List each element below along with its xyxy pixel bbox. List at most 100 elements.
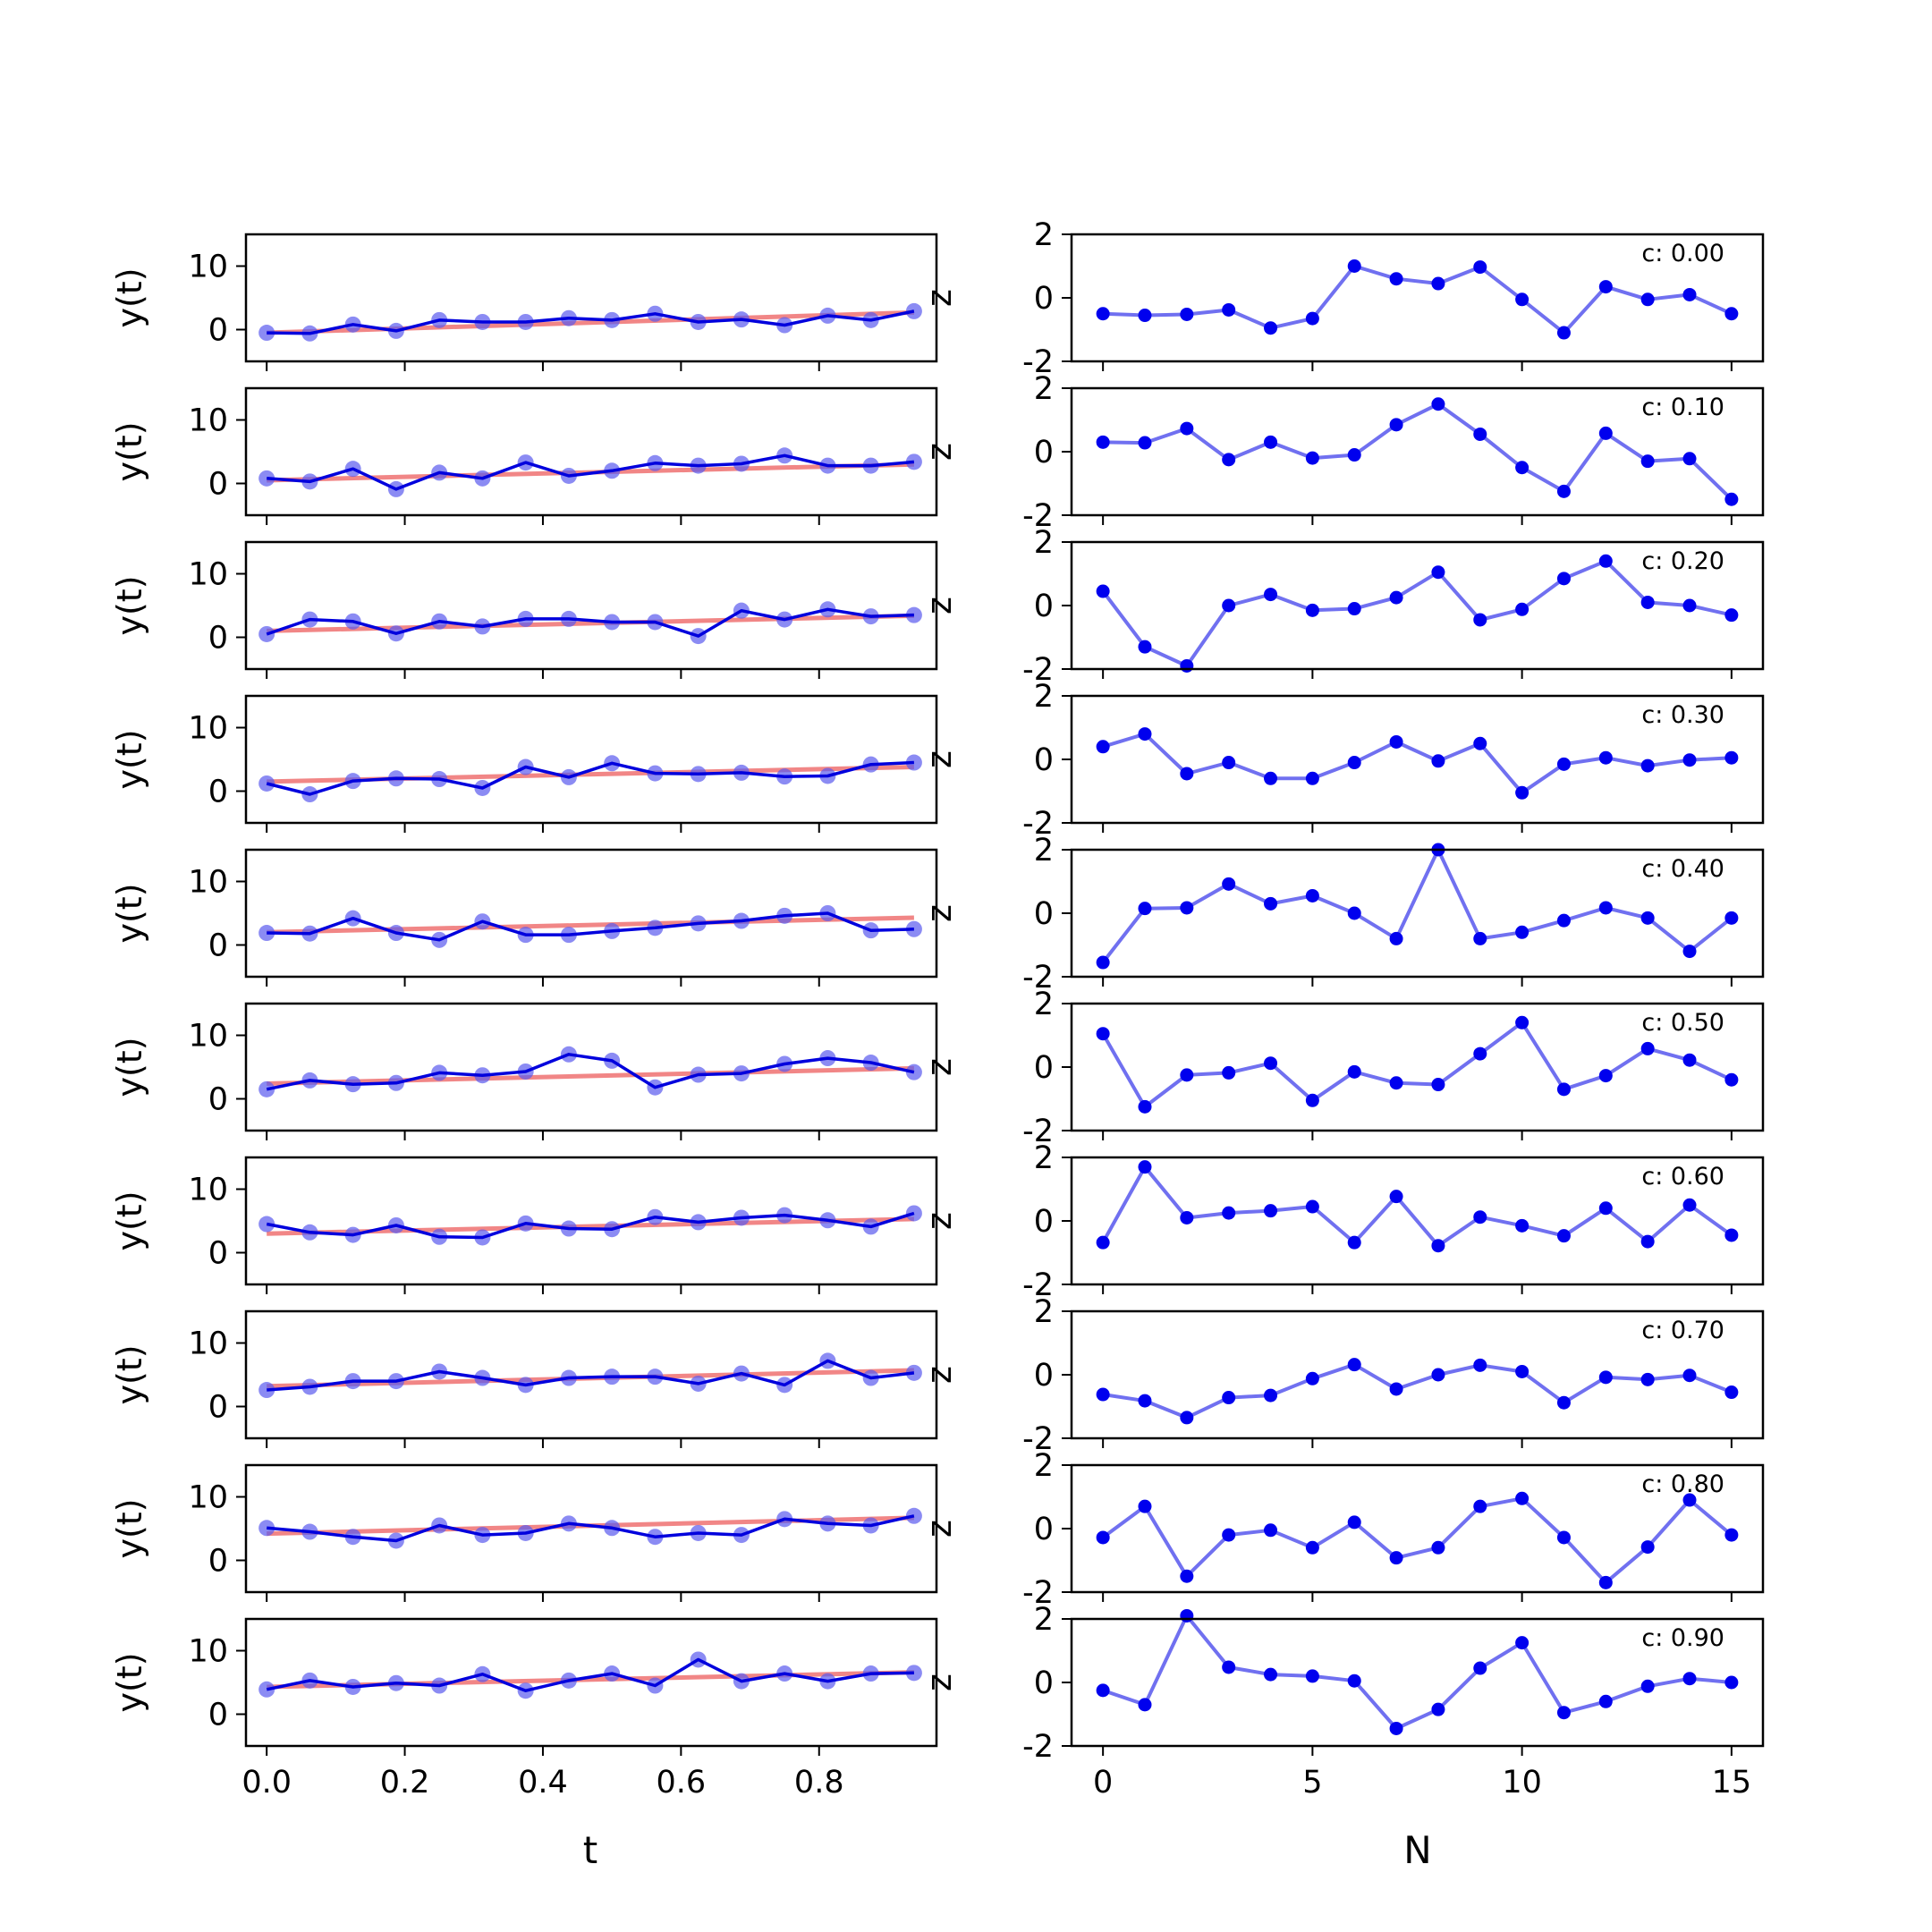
z-marker bbox=[1347, 259, 1361, 273]
z-marker bbox=[1347, 1358, 1361, 1372]
left-y-tick-label: 10 bbox=[188, 865, 228, 901]
left-y-axis-label: y(t) bbox=[110, 1191, 149, 1250]
left-x-tick-label: 0.4 bbox=[518, 1765, 568, 1801]
observed-marker bbox=[258, 625, 275, 642]
z-marker bbox=[1598, 1201, 1613, 1216]
z-marker bbox=[1682, 945, 1697, 959]
observed-line bbox=[266, 1053, 915, 1091]
observed-line bbox=[266, 760, 914, 796]
right-y-tick-label: 2 bbox=[1034, 987, 1054, 1022]
z-marker bbox=[1724, 307, 1739, 321]
right-y-tick-label: 2 bbox=[1034, 525, 1054, 561]
c-value-label: c: 0.80 bbox=[1641, 1470, 1724, 1498]
z-marker bbox=[1180, 901, 1194, 915]
left-y-tick-label: 0 bbox=[208, 467, 228, 503]
left-panel-frame bbox=[244, 540, 938, 671]
z-marker bbox=[1556, 1395, 1571, 1410]
left-panel-data bbox=[258, 1352, 922, 1399]
right-y-axis-label: z bbox=[919, 1366, 959, 1384]
z-marker bbox=[1724, 1675, 1739, 1690]
right-y-tick-label: 2 bbox=[1034, 371, 1054, 407]
z-marker bbox=[1305, 1371, 1319, 1385]
z-marker bbox=[1473, 931, 1487, 945]
left-panel-data bbox=[258, 302, 922, 342]
left-y-tick-label: 0 bbox=[208, 1236, 228, 1272]
z-marker bbox=[1264, 1667, 1278, 1682]
z-marker bbox=[1724, 1385, 1739, 1400]
z-line bbox=[1102, 1614, 1733, 1731]
observed-line bbox=[267, 911, 914, 942]
z-marker bbox=[1515, 1364, 1530, 1378]
left-panel: 0 10 y(t) bbox=[110, 386, 938, 525]
right-y-tick-label: 2 bbox=[1034, 1448, 1054, 1484]
right-panel: z -2 0 2 c: 0.30 bbox=[919, 679, 1765, 842]
right-y-axis-label: z bbox=[919, 904, 959, 922]
left-panel-frame bbox=[244, 1463, 938, 1594]
z-marker bbox=[1389, 272, 1403, 286]
z-marker bbox=[1264, 1523, 1278, 1538]
z-marker bbox=[1305, 451, 1319, 465]
left-panel-data bbox=[258, 1205, 922, 1246]
right-y-tick-label: 0 bbox=[1034, 281, 1054, 317]
left-panel-data bbox=[258, 1046, 922, 1097]
right-y-tick-label: -2 bbox=[1022, 498, 1054, 534]
z-marker bbox=[1598, 426, 1613, 440]
z-marker bbox=[1264, 771, 1278, 785]
left-panel-frame bbox=[244, 1002, 938, 1132]
left-y-tick-label: 10 bbox=[188, 557, 228, 593]
observed-line bbox=[266, 1657, 914, 1692]
z-marker bbox=[1096, 1387, 1110, 1402]
z-marker bbox=[1431, 565, 1445, 580]
left-panel-frame bbox=[244, 848, 938, 979]
z-marker bbox=[1431, 1239, 1445, 1253]
z-marker bbox=[1138, 1698, 1152, 1712]
z-marker bbox=[1138, 1394, 1152, 1408]
z-line bbox=[1101, 1021, 1733, 1109]
left-y-axis-label: y(t) bbox=[110, 575, 149, 635]
z-marker bbox=[1264, 1056, 1278, 1071]
z-marker bbox=[1222, 1660, 1236, 1674]
observed-line bbox=[266, 607, 914, 638]
left-x-tick-label: 0.2 bbox=[380, 1765, 430, 1801]
z-marker bbox=[1222, 877, 1236, 891]
z-marker bbox=[1180, 1068, 1194, 1082]
z-marker bbox=[1431, 1540, 1445, 1555]
right-y-tick-label: -2 bbox=[1022, 1729, 1054, 1765]
left-y-tick-label: 0 bbox=[208, 775, 228, 810]
right-panel: z -2 0 2 c: 0.40 bbox=[919, 833, 1765, 996]
z-marker bbox=[1347, 448, 1361, 462]
left-y-axis-label: y(t) bbox=[110, 1652, 149, 1712]
z-marker bbox=[1180, 658, 1194, 673]
z-marker bbox=[1096, 740, 1110, 754]
left-x-tick-label: 0.8 bbox=[794, 1765, 844, 1801]
observed-marker bbox=[905, 302, 922, 319]
z-marker bbox=[1515, 1636, 1530, 1650]
left-panel: 0 10 y(t) bbox=[110, 1002, 938, 1140]
z-marker bbox=[1096, 955, 1110, 970]
c-value-label: c: 0.40 bbox=[1641, 855, 1724, 883]
c-value-label: c: 0.00 bbox=[1641, 240, 1724, 267]
left-panel: 0 10 y(t) bbox=[110, 694, 938, 833]
z-marker bbox=[1724, 750, 1739, 765]
right-y-tick-label: 0 bbox=[1034, 1512, 1054, 1547]
right-x-tick-label: 15 bbox=[1712, 1765, 1752, 1801]
z-marker bbox=[1640, 758, 1655, 773]
z-marker bbox=[1305, 1199, 1319, 1214]
right-y-tick-label: -2 bbox=[1022, 1267, 1054, 1303]
left-panel: 0.0 0.2 0.4 0.6 0.8 0 10 y(t) bbox=[110, 1617, 938, 1801]
z-marker bbox=[1682, 1672, 1697, 1686]
observed-marker bbox=[905, 754, 922, 771]
right-panel: z -2 0 2 c: 0.10 bbox=[919, 371, 1765, 534]
z-marker bbox=[1389, 1076, 1403, 1090]
observed-marker bbox=[905, 453, 922, 470]
observed-marker bbox=[258, 325, 275, 342]
z-marker bbox=[1473, 1210, 1487, 1224]
z-marker bbox=[1515, 602, 1530, 616]
observed-marker bbox=[905, 1205, 922, 1222]
z-marker bbox=[1682, 452, 1697, 466]
z-marker bbox=[1556, 1229, 1571, 1243]
z-marker bbox=[1389, 1721, 1403, 1735]
z-marker bbox=[1515, 1491, 1530, 1505]
z-marker bbox=[1096, 435, 1110, 449]
